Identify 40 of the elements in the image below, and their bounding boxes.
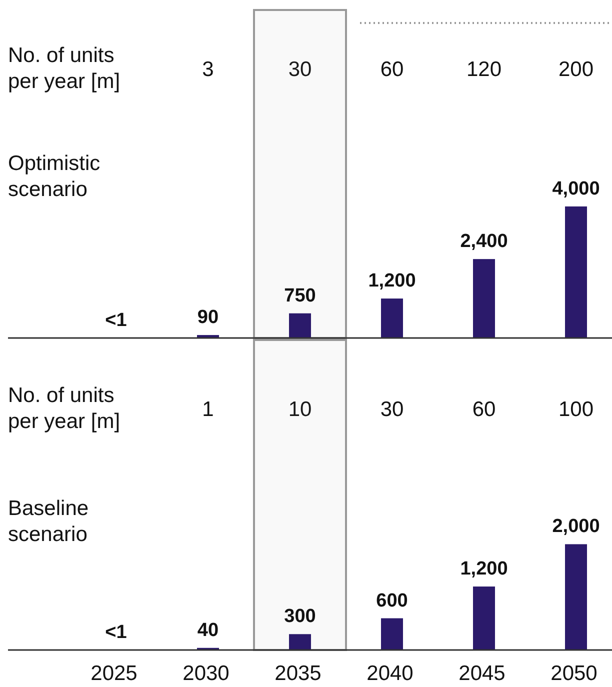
data-label: 2,400 [460, 231, 508, 252]
text: 120 [466, 58, 502, 81]
bar [289, 313, 311, 338]
data-label: 40 [197, 620, 219, 641]
data-label: 90 [197, 307, 219, 328]
bar [565, 544, 587, 650]
chart-title: Optimistic scenario [8, 152, 100, 201]
text: No. of units per year [m] [8, 44, 120, 93]
data-label: 750 [284, 285, 316, 306]
data-label: <1 [105, 622, 128, 643]
x-tick-label: 2030 [182, 662, 230, 685]
text: 1 [202, 398, 214, 421]
text: 60 [472, 398, 496, 421]
chart-title: Baseline scenario [8, 497, 89, 546]
x-tick-label: 2050 [550, 662, 598, 685]
data-label: 300 [284, 606, 316, 628]
text: 200 [558, 58, 594, 81]
data-label: 2,000 [552, 516, 600, 538]
text: 30 [288, 58, 312, 81]
data-label: 4,000 [552, 178, 600, 200]
x-tick-label: 2045 [458, 662, 506, 685]
x-tick-label: 2025 [90, 662, 138, 685]
text: 30 [380, 398, 404, 421]
text: No. of units per year [m] [8, 384, 120, 433]
text: 3 [202, 58, 214, 81]
bar [565, 206, 587, 338]
data-label: 600 [376, 590, 408, 612]
bar [473, 259, 495, 338]
x-tick-label: 2040 [366, 662, 414, 685]
text: 60 [380, 58, 404, 81]
x-tick-label: 2035 [274, 662, 322, 685]
text: 10 [288, 398, 312, 421]
bar [289, 634, 311, 650]
bar [381, 618, 403, 650]
text: 100 [558, 398, 594, 421]
data-label: <1 [105, 310, 128, 331]
bar [473, 586, 495, 650]
data-label: 1,200 [368, 270, 416, 292]
data-label: 1,200 [460, 558, 508, 580]
bar [381, 298, 403, 338]
